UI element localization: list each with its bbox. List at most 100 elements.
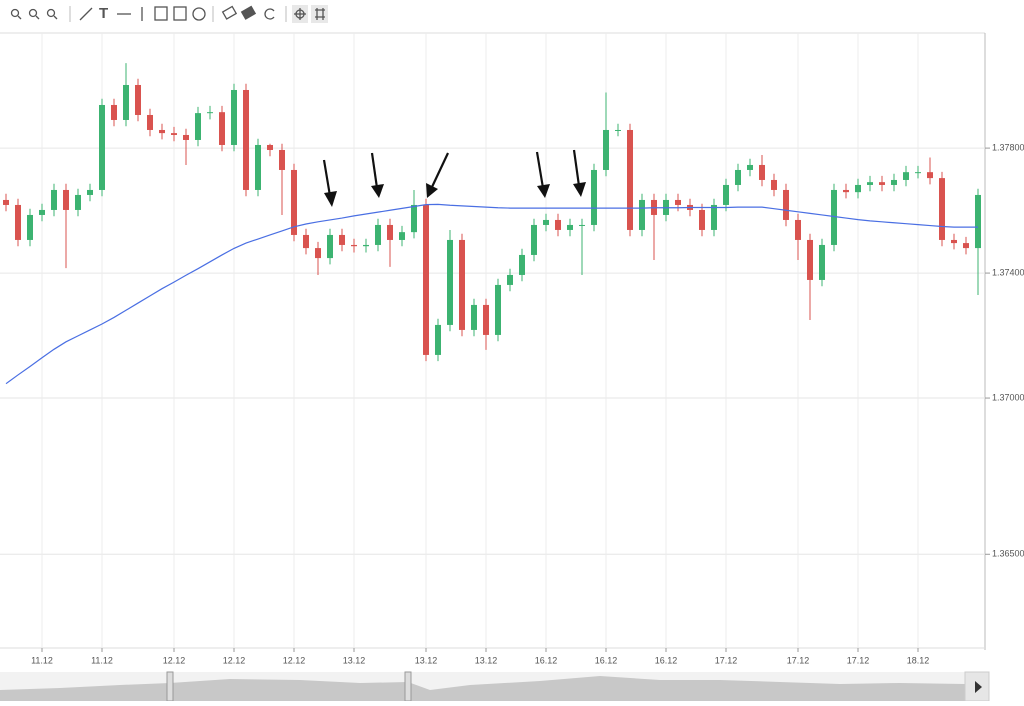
candle-body xyxy=(951,239,957,244)
fib-tool[interactable] xyxy=(154,6,168,21)
candle-body xyxy=(963,243,969,249)
candle-body xyxy=(375,224,381,245)
candle-body xyxy=(819,244,825,280)
candle-body xyxy=(807,239,813,280)
text-tool[interactable]: T xyxy=(99,5,108,22)
grid-tool[interactable] xyxy=(311,5,328,23)
x-tick-label: 17.12 xyxy=(715,655,738,665)
candle-body xyxy=(723,184,729,205)
candle-body xyxy=(351,244,357,247)
candle-body xyxy=(135,84,141,115)
candle-body xyxy=(219,112,225,145)
candle-body xyxy=(63,189,69,210)
candle-body xyxy=(387,224,393,240)
y-tick-label: 1.37400 xyxy=(992,267,1024,277)
navigator[interactable] xyxy=(0,671,990,702)
candle-body xyxy=(555,219,561,230)
candle-body xyxy=(111,104,117,120)
zoom-reset[interactable] xyxy=(46,8,58,20)
candle-body xyxy=(747,164,753,170)
candle-body xyxy=(591,169,597,225)
x-tick-label: 17.12 xyxy=(847,655,870,665)
candle-body xyxy=(519,254,525,275)
candle-body xyxy=(267,144,273,150)
candle-body xyxy=(507,274,513,285)
candle-body xyxy=(411,204,417,233)
candle-body xyxy=(879,182,885,185)
candle-body xyxy=(699,209,705,230)
zoom-in[interactable] xyxy=(10,8,22,20)
candle-body xyxy=(3,199,9,205)
y-tick-label: 1.37800 xyxy=(992,142,1024,152)
candle-body xyxy=(99,104,105,190)
candle-body xyxy=(435,324,441,355)
candle-body xyxy=(783,189,789,220)
candle-body xyxy=(531,224,537,255)
candle-body xyxy=(303,234,309,249)
marks xyxy=(3,63,981,385)
candle-body xyxy=(579,224,585,226)
trend-line-tool[interactable] xyxy=(79,7,93,21)
candle-body xyxy=(399,232,405,240)
x-tick-label: 13.12 xyxy=(475,655,498,665)
candle-body xyxy=(183,134,189,140)
candle-body xyxy=(843,189,849,193)
candle-body xyxy=(627,129,633,230)
candle-body xyxy=(567,224,573,230)
candle-body xyxy=(15,204,21,240)
candle-body xyxy=(123,84,129,120)
candle-body xyxy=(87,189,93,195)
candle-body xyxy=(459,239,465,330)
candle-body xyxy=(639,199,645,230)
candle-body xyxy=(891,179,897,185)
candle-body xyxy=(471,304,477,330)
candle-body xyxy=(75,194,81,210)
y-tick-label: 1.36500 xyxy=(992,549,1024,559)
candle-body xyxy=(327,234,333,259)
x-tick-label: 16.12 xyxy=(595,655,618,665)
erase-all-tool[interactable] xyxy=(240,5,257,20)
candle-body xyxy=(603,129,609,170)
candle-body xyxy=(975,194,981,249)
candle-body xyxy=(291,169,297,235)
x-tick-label: 16.12 xyxy=(655,655,678,665)
candle-body xyxy=(39,209,45,215)
annotation-arrows xyxy=(322,149,586,207)
cycle-tool[interactable] xyxy=(192,7,206,21)
candle-body xyxy=(939,178,945,240)
candle-body xyxy=(159,129,165,134)
candle-body xyxy=(771,179,777,190)
x-tick-label: 12.12 xyxy=(163,655,186,665)
candle-body xyxy=(207,112,213,114)
erase-tool[interactable] xyxy=(221,5,238,20)
x-tick-label: 17.12 xyxy=(787,655,810,665)
x-tick-label: 18.12 xyxy=(907,655,930,665)
x-tick-label: 11.12 xyxy=(31,655,53,665)
candle-body xyxy=(363,244,369,247)
zoom-out[interactable] xyxy=(28,8,40,20)
candle-body xyxy=(447,239,453,325)
candle-body xyxy=(855,184,861,193)
x-tick-label: 11.12 xyxy=(91,655,113,665)
candle-body xyxy=(483,304,489,335)
x-tick-label: 16.12 xyxy=(535,655,558,665)
candle-body xyxy=(735,169,741,185)
candle-body xyxy=(279,149,285,170)
candle-body xyxy=(927,172,933,179)
candle-body xyxy=(315,248,321,259)
candle-body xyxy=(867,182,873,185)
candle-body xyxy=(795,219,801,240)
candle-body xyxy=(255,144,261,190)
candle-body xyxy=(831,189,837,245)
refresh-tool[interactable] xyxy=(264,8,275,20)
x-tick-label: 13.12 xyxy=(415,655,438,665)
candle-body xyxy=(495,284,501,335)
candle-body xyxy=(915,172,921,174)
candle-body xyxy=(903,172,909,180)
y-tick-label: 1.37000 xyxy=(992,392,1024,402)
candle-body xyxy=(615,129,621,131)
channel-tool[interactable] xyxy=(173,6,187,21)
candle-body xyxy=(759,164,765,180)
candle-body xyxy=(543,219,549,225)
